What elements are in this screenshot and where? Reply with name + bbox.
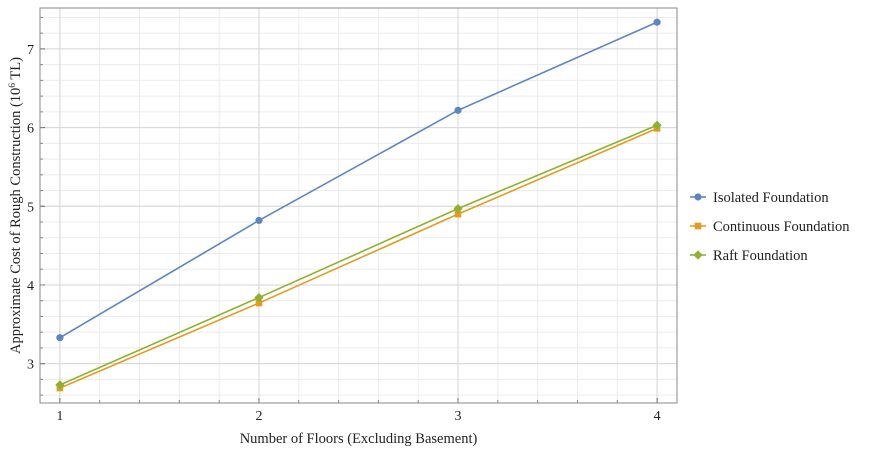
data-point-marker xyxy=(652,120,662,130)
data-point-marker xyxy=(255,299,263,307)
legend-label: Raft Foundation xyxy=(713,248,808,264)
series-line xyxy=(59,127,658,389)
y-axis-title-unit: TL) xyxy=(8,57,24,83)
series-line xyxy=(59,21,658,339)
data-point-marker xyxy=(653,18,661,26)
grid-lines xyxy=(40,8,677,403)
data-point-marker xyxy=(454,106,462,114)
legend-swatch-marker xyxy=(693,250,703,260)
legend-swatch-marker xyxy=(694,222,702,230)
x-tick-label: 3 xyxy=(455,409,462,424)
plot-frame xyxy=(39,7,678,404)
data-point-marker xyxy=(454,210,462,218)
x-tick-label: 4 xyxy=(654,409,661,424)
series-lines xyxy=(55,18,662,392)
data-point-marker xyxy=(56,334,64,342)
legend-item: Raft Foundation xyxy=(690,248,808,264)
legend-item: Continuous Foundation xyxy=(690,219,850,235)
legend-label: Isolated Foundation xyxy=(713,190,829,206)
data-point-marker xyxy=(255,216,263,225)
series-isolated-foundation xyxy=(56,18,661,342)
y-tick-label: 6 xyxy=(27,122,34,137)
y-axis-title-exponent: 6 xyxy=(8,83,18,88)
series-raft-foundation xyxy=(55,120,662,390)
y-axis-title-main: Approximate Cost of Rough Construction (… xyxy=(8,88,24,354)
y-tick-label: 5 xyxy=(27,200,34,215)
legend: Isolated Foundation Continuous Foundation… xyxy=(690,190,850,264)
legend-swatch-marker xyxy=(694,193,702,201)
y-axis-title: Approximate Cost of Rough Construction (… xyxy=(8,57,24,354)
legend-label: Continuous Foundation xyxy=(713,219,850,235)
series-line xyxy=(59,124,658,386)
x-tick-label: 1 xyxy=(56,409,63,424)
y-tick-label: 3 xyxy=(27,358,34,373)
x-tick-label: 2 xyxy=(255,409,262,424)
y-tick-label: 4 xyxy=(27,279,34,294)
axis-ticks: 3 4 5 6 7 1 2 3 4 xyxy=(27,16,661,424)
x-axis-title: Number of Floors (Excluding Basement) xyxy=(240,431,478,447)
legend-item: Isolated Foundation xyxy=(690,190,829,206)
data-point-marker xyxy=(55,380,65,390)
y-tick-label: 7 xyxy=(27,43,34,58)
data-point-marker xyxy=(453,204,463,214)
data-point-marker xyxy=(254,292,264,303)
